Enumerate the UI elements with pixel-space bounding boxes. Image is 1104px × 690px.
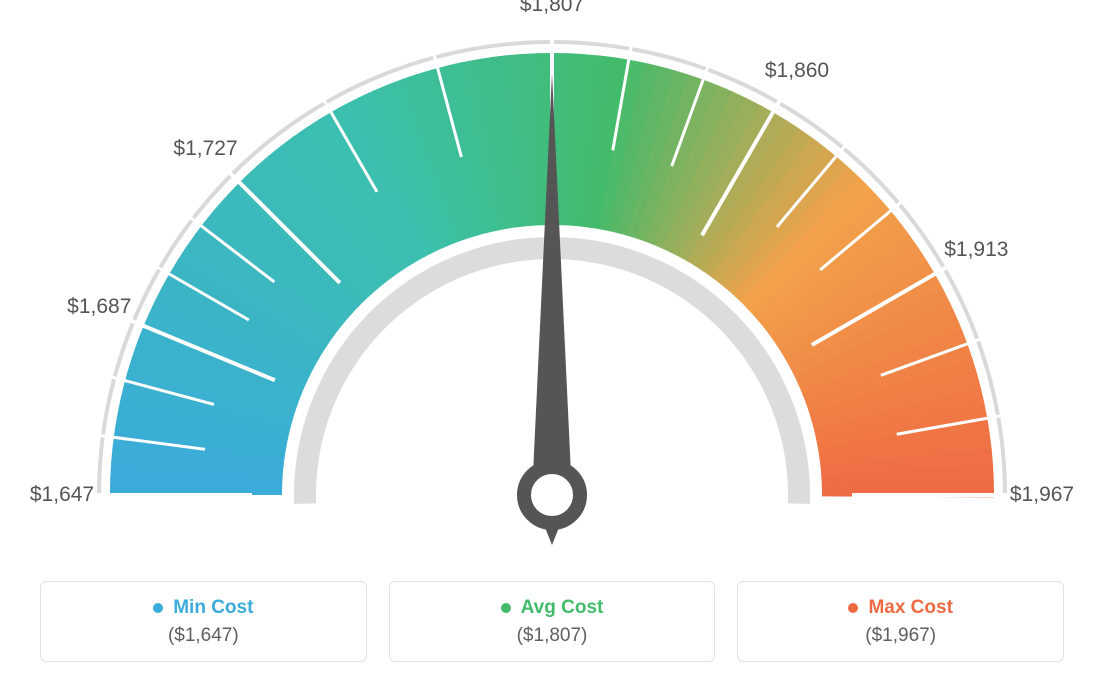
legend-value-avg: ($1,807)	[400, 625, 705, 647]
legend-card-max: Max Cost ($1,967)	[737, 581, 1064, 662]
legend-label-max: Max Cost	[868, 598, 952, 617]
gauge-tick-label: $1,687	[67, 295, 131, 319]
legend-value-max: ($1,967)	[748, 625, 1053, 647]
legend-dot-min	[153, 603, 163, 613]
legend-row: Min Cost ($1,647) Avg Cost ($1,807) Max …	[40, 581, 1064, 662]
gauge-tick-label: $1,647	[30, 483, 94, 507]
legend-label-min: Min Cost	[173, 598, 253, 617]
chart-container: $1,647 $1,687 $1,727 $1,807 $1,860 $1,913 $1,9…	[0, 0, 1104, 690]
gauge-tick-label: $1,967	[1010, 483, 1074, 507]
legend-card-avg: Avg Cost ($1,807)	[389, 581, 716, 662]
legend-dot-max	[848, 603, 858, 613]
legend-card-min: Min Cost ($1,647)	[40, 581, 367, 662]
legend-label-avg: Avg Cost	[521, 598, 604, 617]
legend-dot-avg	[501, 603, 511, 613]
gauge-tick-label: $1,727	[173, 137, 237, 161]
gauge-chart	[0, 0, 1104, 560]
gauge-tick-label: $1,807	[520, 0, 584, 17]
gauge-tick-label: $1,913	[944, 238, 1008, 262]
gauge-tick-label: $1,860	[765, 59, 829, 83]
legend-value-min: ($1,647)	[51, 625, 356, 647]
